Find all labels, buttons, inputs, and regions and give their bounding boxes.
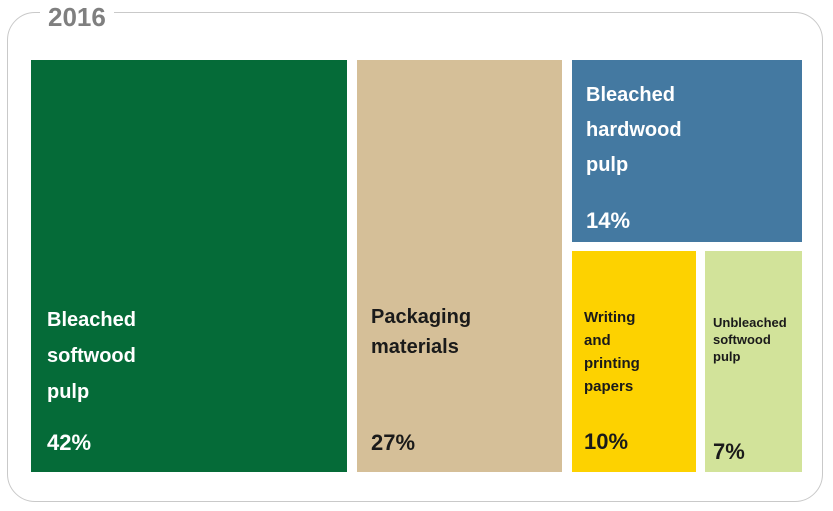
tile-label: Bleached softwood pulp (47, 309, 136, 403)
tile-label: Unbleached softwood pulp (713, 315, 787, 364)
tile-label: Bleached hardwood pulp (586, 84, 682, 176)
tile-value: 42% (47, 430, 92, 455)
tile-value: 14% (586, 208, 631, 233)
tile-bleached-softwood: Bleached softwood pulp 42% (31, 60, 347, 472)
tile-value: 27% (371, 430, 416, 455)
tile-value: 10% (584, 429, 629, 454)
tile-unbleached-softwood: Unbleached softwood pulp 7% (705, 251, 802, 472)
tile-label: Packaging materials (371, 306, 472, 358)
tile-packaging: Packaging materials 27% (357, 60, 562, 472)
tile-value: 7% (713, 439, 745, 464)
tile-label: Writing and printing papers (584, 309, 640, 395)
chart-title: 2016 (40, 0, 114, 34)
tile-bleached-hardwood: Bleached hardwood pulp 14% (572, 60, 802, 242)
tile-writing-printing: Writing and printing papers 10% (572, 251, 696, 472)
chart-frame (7, 12, 823, 502)
